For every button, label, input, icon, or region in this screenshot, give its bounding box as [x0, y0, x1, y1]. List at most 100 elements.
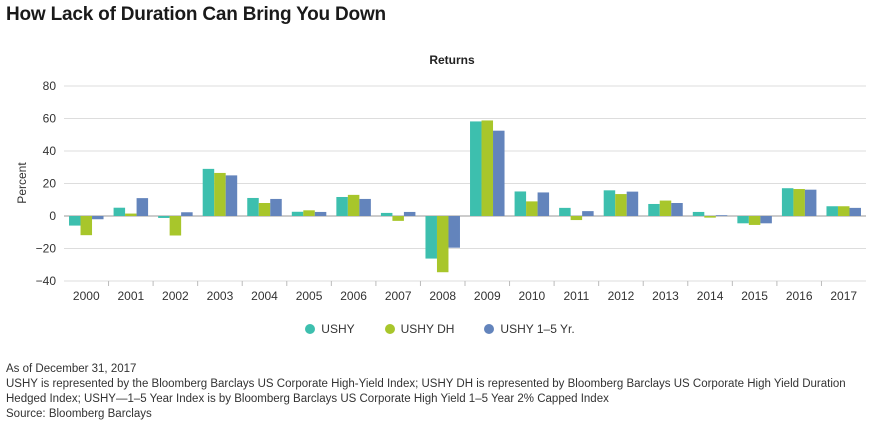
bar: [136, 198, 149, 216]
legend-label-ushy-1-5: USHY 1–5 Yr.: [500, 322, 575, 336]
grid-lines: [64, 85, 866, 286]
bar: [436, 216, 449, 273]
bar: [514, 191, 527, 216]
bar: [737, 216, 749, 224]
legend-label-ushy-dh: USHY DH: [400, 322, 455, 336]
y-tick-label: 60: [43, 112, 57, 126]
bar: [214, 172, 226, 216]
bar: [258, 203, 271, 216]
legend-item-ushy-1-5: USHY 1–5 Yr.: [484, 322, 575, 336]
bar: [125, 213, 137, 216]
bar: [470, 121, 482, 216]
bar: [336, 196, 348, 216]
y-tick-label: 80: [43, 79, 57, 93]
legend-swatch-ushy-dh: [384, 324, 395, 334]
bar: [582, 211, 594, 216]
page-title: How Lack of Duration Can Bring You Down: [6, 4, 386, 25]
x-tick-label: 2012: [608, 289, 635, 303]
bar: [113, 207, 126, 216]
as-of-note: As of December 31, 2017: [6, 363, 137, 375]
bar: [359, 198, 371, 216]
x-tick-label: 2011: [563, 289, 589, 303]
y-tick-label: −40: [36, 274, 57, 288]
returns-bar-chart: Returns Percent −40 −20 0 20 40 60 80 2000 2001…: [15, 53, 866, 303]
bar: [826, 206, 838, 216]
bar: [626, 191, 639, 216]
x-tick-label: 2009: [474, 289, 501, 303]
bar: [493, 130, 505, 216]
bar: [314, 211, 327, 216]
x-tick-label: 2007: [385, 289, 412, 303]
bar: [448, 216, 460, 248]
x-tick-label: 2016: [786, 289, 813, 303]
bar: [69, 216, 81, 226]
y-axis-label: Percent: [15, 162, 29, 204]
legend-item-ushy-dh: USHY DH: [384, 322, 455, 336]
bar: [671, 203, 683, 216]
bar: [270, 198, 282, 216]
y-tick-label: 0: [49, 209, 56, 223]
bar: [537, 192, 550, 216]
legend-item-ushy: USHY: [305, 322, 355, 336]
bars: [69, 120, 861, 273]
legend-label-ushy: USHY: [321, 322, 355, 336]
bar: [291, 211, 304, 216]
x-tick-label: 2014: [697, 289, 724, 303]
bar: [247, 197, 259, 216]
y-tick-label: 20: [43, 177, 57, 191]
index-definitions-note: USHY is represented by the Bloomberg Bar…: [6, 378, 846, 405]
bar: [303, 210, 315, 216]
bar: [392, 216, 404, 221]
x-tick-label: 2008: [429, 289, 456, 303]
x-tick-labels: 2000 2001 2002 2003 2004 2005 2006 2007 2008 2009…: [73, 289, 857, 303]
bar: [781, 188, 794, 216]
bar: [559, 207, 571, 216]
y-tick-label: −20: [36, 242, 57, 256]
bar: [526, 201, 538, 216]
bar: [80, 216, 93, 236]
x-tick-label: 2002: [162, 289, 189, 303]
x-tick-label: 2013: [652, 289, 679, 303]
bar: [760, 216, 772, 224]
bar: [715, 215, 728, 216]
bar: [225, 175, 238, 216]
legend-swatch-ushy: [305, 324, 316, 334]
bar: [704, 216, 716, 218]
x-tick-label: 2000: [73, 289, 100, 303]
bar: [837, 206, 850, 216]
chart-footnotes: As of December 31, 2017 USHY is represen…: [6, 362, 874, 422]
bar: [748, 216, 761, 225]
chart-legend: USHY USHY DH USHY 1–5 Yr.: [0, 322, 880, 336]
bar: [793, 189, 805, 216]
bar: [692, 211, 705, 216]
bar: [92, 216, 104, 220]
bar: [849, 207, 861, 216]
bar: [380, 212, 393, 216]
x-tick-label: 2015: [741, 289, 768, 303]
bar: [481, 120, 494, 216]
bar: [648, 203, 660, 216]
y-tick-labels: −40 −20 0 20 40 60 80: [36, 79, 57, 288]
bar: [570, 216, 583, 221]
bar: [181, 212, 193, 216]
y-tick-label: 40: [43, 144, 57, 158]
bar: [615, 194, 627, 216]
bar: [603, 190, 616, 216]
x-tick-label: 2017: [830, 289, 857, 303]
x-tick-label: 2003: [207, 289, 234, 303]
legend-swatch-ushy-1-5: [484, 324, 495, 334]
bar: [659, 200, 672, 216]
x-tick-label: 2001: [117, 289, 144, 303]
x-tick-label: 2006: [340, 289, 367, 303]
bar: [425, 216, 437, 259]
bar: [347, 194, 360, 216]
bar: [403, 211, 416, 216]
bar: [158, 216, 170, 218]
chart-title: Returns: [429, 53, 475, 67]
x-tick-label: 2010: [518, 289, 545, 303]
x-tick-label: 2005: [296, 289, 323, 303]
bar: [804, 189, 817, 216]
source-note: Source: Bloomberg Barclays: [6, 408, 152, 420]
bar: [169, 216, 182, 236]
bar: [202, 168, 215, 216]
